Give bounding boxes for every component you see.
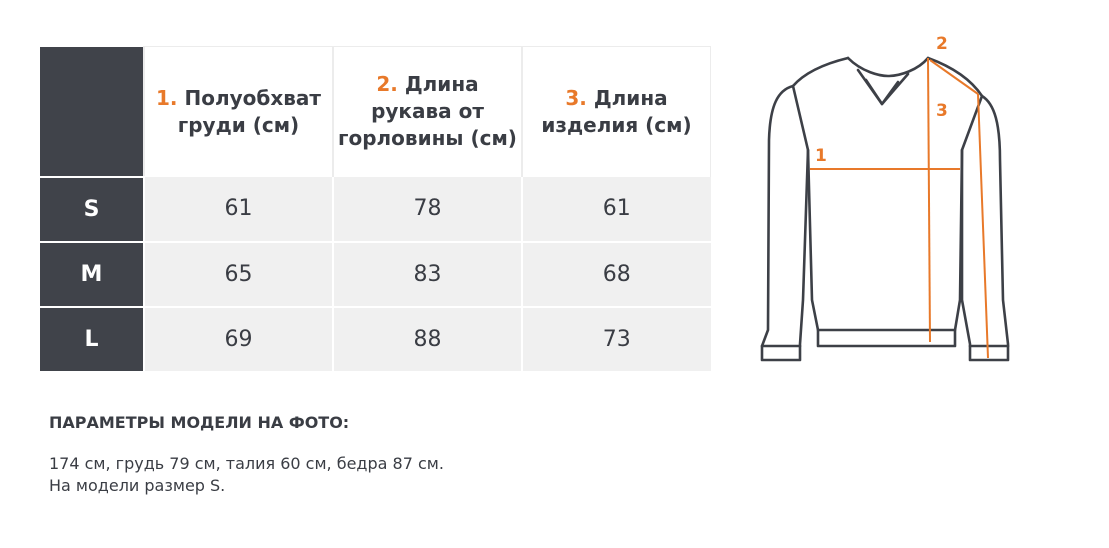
marker-3: 3: [936, 101, 948, 121]
header-label: Длина изделия (см): [541, 85, 692, 137]
header-length: 3. Длина изделия (см): [521, 46, 711, 177]
header-sleeve: 2. Длина рукава от горловины (см): [332, 46, 522, 177]
size-chart-table: 1. Полуобхват груди (см) 2. Длина рукава…: [40, 46, 711, 371]
table-cell: 61: [521, 176, 711, 243]
model-params-heading: ПАРАМЕТРЫ МОДЕЛИ НА ФОТО:: [49, 413, 350, 432]
table-cell: 78: [332, 176, 522, 243]
table-header-row: 1. Полуобхват груди (см) 2. Длина рукава…: [40, 46, 711, 178]
marker-2: 2: [936, 34, 948, 54]
table-cell: 83: [332, 241, 522, 308]
size-label: M: [40, 241, 144, 308]
sweater-outline: [760, 56, 1010, 362]
table-row: M 65 83 68: [40, 241, 711, 308]
table-cell: 73: [521, 306, 711, 371]
table-row: S 61 78 61: [40, 176, 711, 243]
marker-1: 1: [815, 146, 827, 166]
header-label: Длина рукава от горловины (см): [338, 72, 517, 151]
sleeve-measure-line-top: [929, 59, 979, 95]
model-size-note: На модели размер S.: [49, 476, 226, 495]
model-measurements: 174 см, грудь 79 см, талия 60 см, бедра …: [49, 454, 444, 473]
table-cell: 88: [332, 306, 522, 371]
table-cell: 68: [521, 241, 711, 308]
table-row: L 69 88 73: [40, 306, 711, 371]
header-number: 2.: [376, 72, 398, 97]
sleeve-measure-line: [977, 93, 989, 359]
header-number: 1.: [156, 85, 178, 110]
header-number: 3.: [565, 85, 587, 110]
table-cell: 69: [143, 306, 333, 371]
header-label: Полуобхват груди (см): [177, 85, 321, 137]
table-corner: [40, 46, 144, 178]
table-cell: 65: [143, 241, 333, 308]
sweater-diagram: 1 2 3: [760, 34, 1010, 362]
measurement-lines: [810, 57, 989, 359]
length-measure-line: [927, 57, 931, 343]
size-label: L: [40, 306, 144, 371]
size-label: S: [40, 176, 144, 243]
table-cell: 61: [143, 176, 333, 243]
header-chest: 1. Полуобхват груди (см): [143, 46, 333, 177]
